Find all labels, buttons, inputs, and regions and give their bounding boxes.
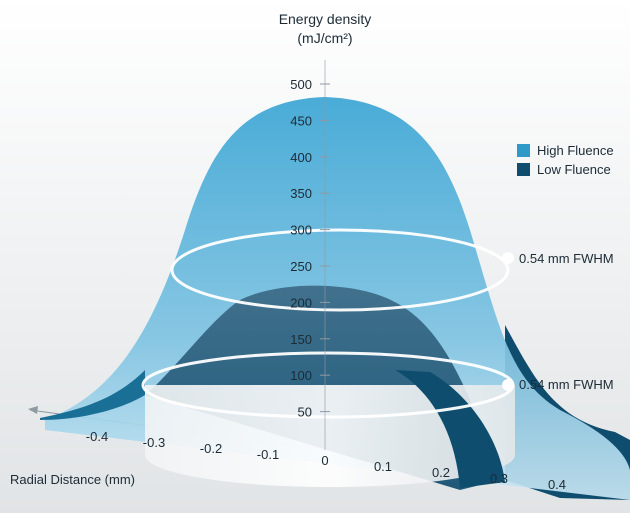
y-tick-label: 450 (290, 113, 312, 128)
y-axis-unit: (mJ/cm²) (297, 30, 352, 46)
legend-swatch-low (517, 163, 530, 176)
y-tick-label: 200 (290, 295, 312, 310)
y-tick-label: 250 (290, 259, 312, 274)
y-tick-label: 400 (290, 150, 312, 165)
x-tick-label: 0.3 (490, 471, 508, 486)
y-tick-label: 150 (290, 332, 312, 347)
legend: High Fluence Low Fluence (517, 143, 614, 177)
x-tick-label: -0.3 (143, 435, 165, 450)
y-axis-label: Energy density (279, 11, 372, 27)
legend-label-low: Low Fluence (537, 162, 611, 177)
legend-swatch-high (517, 144, 530, 157)
x-tick-label: 0.1 (374, 459, 392, 474)
x-tick-label: 0.4 (548, 477, 566, 492)
high-fluence-fwhm-ring (170, 228, 510, 312)
x-axis-label: Radial Distance (mm) (10, 472, 135, 487)
x-tick-label: 0 (321, 453, 328, 468)
low-fwhm-label: 0.54 mm FWHM (519, 377, 614, 392)
high-fluence-wing-left (40, 370, 145, 420)
x-tick-label: 0.2 (432, 465, 450, 480)
x-tick-label: -0.2 (200, 441, 222, 456)
low-fluence-front-face (395, 370, 505, 488)
x-tick-label: -0.1 (257, 447, 279, 462)
y-tick-label: 500 (290, 77, 312, 92)
high-fwhm-label: 0.54 mm FWHM (519, 251, 614, 266)
y-tick-label: 50 (298, 405, 312, 420)
x-tick-label: -0.4 (86, 429, 108, 444)
y-ticks: 50 100 150 200 250 300 350 400 450 500 (290, 77, 330, 420)
y-tick-label: 100 (290, 368, 312, 383)
x-axis-arrow-back-icon (28, 406, 38, 414)
high-fwhm-marker (502, 252, 514, 264)
beam-cylinder (145, 385, 515, 487)
y-tick-label: 300 (290, 223, 312, 238)
legend-label-high: High Fluence (537, 143, 614, 158)
x-ticks: -0.4 -0.3 -0.2 -0.1 0 0.1 0.2 0.3 0.4 (86, 429, 566, 492)
y-tick-label: 350 (290, 186, 312, 201)
low-fwhm-marker (502, 379, 514, 391)
